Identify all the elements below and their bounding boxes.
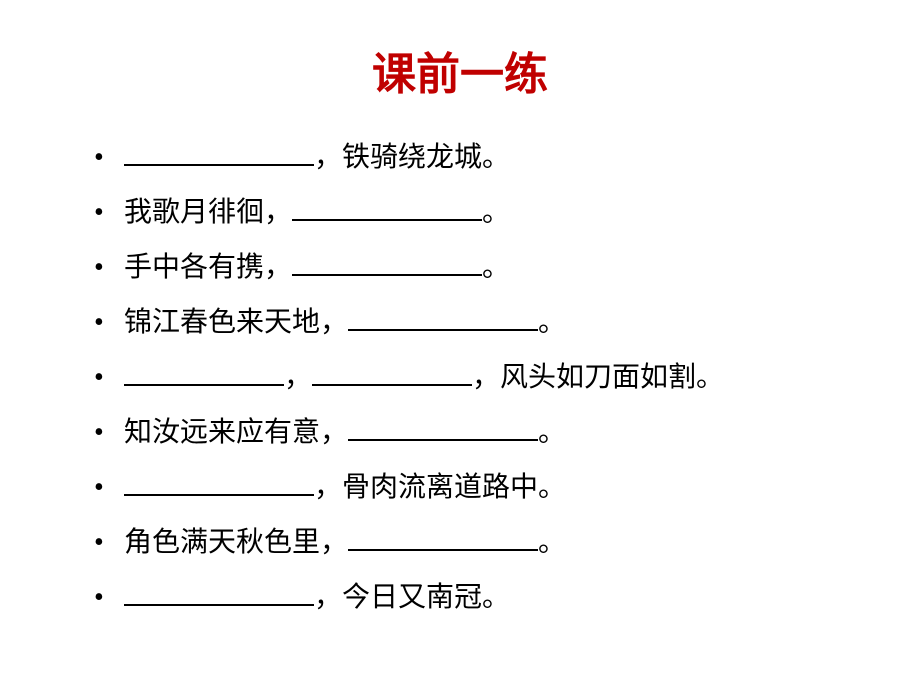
list-item: 知汝远来应有意， 。 [90,405,920,460]
exercise-list: ，铁骑绕龙城。我歌月徘徊，。手中各有携，。锦江春色来天地，。，，风头如刀面如割。… [0,130,920,625]
list-item: 我歌月徘徊， 。 [90,185,920,240]
list-item: ，骨肉流离道路中。 [90,460,920,515]
fill-blank [312,361,472,386]
line-text: 。 [538,307,566,338]
line-text: 角色满天秋色里， [124,527,348,558]
list-item: ，今日又南冠。 [90,570,920,625]
list-item: 锦江春色来天地， 。 [90,295,920,350]
fill-blank [292,196,482,221]
fill-blank [124,581,314,606]
fill-blank [348,416,538,441]
line-text: 知汝远来应有意， [124,417,348,448]
fill-blank [124,471,314,496]
fill-blank [348,306,538,331]
list-item: 角色满天秋色里， 。 [90,515,920,570]
line-text: ，骨肉流离道路中。 [314,472,566,503]
line-text: 手中各有携， [124,252,292,283]
line-text: ，风头如刀面如割。 [472,362,724,393]
slide-title: 课前一练 [0,38,920,102]
fill-blank [124,141,314,166]
fill-blank [348,526,538,551]
fill-blank [292,251,482,276]
line-text: 。 [482,197,510,228]
list-item: ， ，风头如刀面如割。 [90,350,920,405]
line-text: 。 [538,417,566,448]
line-text: 我歌月徘徊， [124,197,292,228]
list-item: ，铁骑绕龙城。 [90,130,920,185]
line-text: ，今日又南冠。 [314,582,510,613]
slide: 课前一练 ，铁骑绕龙城。我歌月徘徊，。手中各有携，。锦江春色来天地，。，，风头如… [0,0,920,690]
line-text: ， [284,362,312,393]
line-text: ，铁骑绕龙城。 [314,142,510,173]
fill-blank [124,361,284,386]
line-text: 。 [538,527,566,558]
list-item: 手中各有携， 。 [90,240,920,295]
line-text: 。 [482,252,510,283]
line-text: 锦江春色来天地， [124,307,348,338]
